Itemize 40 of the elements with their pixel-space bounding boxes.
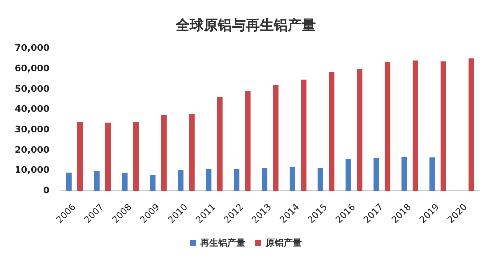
bar	[234, 169, 240, 192]
y-tick-label: 50,000	[14, 84, 50, 95]
bar	[273, 85, 279, 192]
bar	[94, 171, 100, 192]
y-tick-label: 70,000	[14, 44, 50, 54]
bar	[468, 58, 474, 192]
bar	[402, 157, 408, 192]
legend-label: 再生铝产量	[200, 238, 246, 249]
y-tick-label: 10,000	[14, 166, 50, 176]
bar	[161, 115, 167, 192]
bar	[412, 60, 419, 192]
bar	[122, 173, 128, 192]
bar	[357, 69, 363, 192]
bar	[290, 167, 296, 192]
bar	[206, 169, 212, 192]
bar	[318, 168, 324, 192]
bar	[374, 158, 380, 192]
legend-label: 原铝产量	[265, 238, 302, 249]
bar	[329, 72, 335, 192]
bar	[440, 62, 446, 192]
bar	[78, 122, 84, 192]
chart-title: 全球原铝与再生铝产量	[175, 17, 316, 34]
y-tick-label: 60,000	[14, 64, 50, 74]
bar	[178, 170, 184, 192]
bar	[105, 122, 112, 192]
bar	[150, 175, 156, 192]
y-tick-label: 0	[43, 186, 50, 197]
bar	[301, 80, 307, 192]
bar	[189, 114, 195, 192]
bar	[217, 97, 223, 192]
bar	[245, 92, 251, 192]
y-tick-label: 40,000	[14, 105, 50, 116]
bar	[66, 172, 72, 192]
y-tick-label: 20,000	[14, 146, 50, 156]
bar	[384, 62, 391, 192]
bar	[133, 122, 139, 192]
y-tick-label: 30,000	[14, 125, 50, 136]
bar	[346, 159, 352, 192]
bar	[430, 158, 436, 192]
bar	[262, 168, 268, 192]
